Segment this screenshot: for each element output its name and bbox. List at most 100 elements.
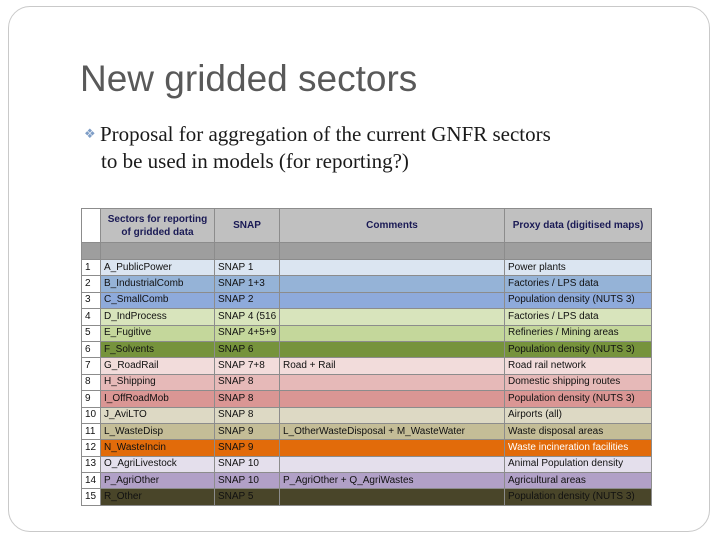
proxy-cell: Power plants xyxy=(504,258,652,277)
row-number: 4 xyxy=(81,308,101,326)
comment-cell xyxy=(279,390,505,408)
proxy-cell: Factories / LPS data xyxy=(504,275,652,293)
table-header-row: Sectors for reporting of gridded data SN… xyxy=(81,208,652,243)
row-number: 13 xyxy=(81,455,101,474)
sector-cell: R_Other xyxy=(100,488,215,506)
table-body: 1 A_PublicPower SNAP 1 Power plants 2 B_Indus… xyxy=(81,258,652,506)
snap-cell: SNAP 1 xyxy=(214,258,280,277)
snap-cell: SNAP 6 xyxy=(214,340,280,359)
sector-cell: N_WasteIncin xyxy=(100,439,215,457)
table-row: 14 P_AgriOther SNAP 10 P_AgriOther + Q_Agri… xyxy=(81,472,652,490)
snap-cell: SNAP 9 xyxy=(214,439,280,457)
snap-cell: SNAP 8 xyxy=(214,390,280,408)
header-sectors: Sectors for reporting of gridded data xyxy=(100,208,215,243)
table-row: 3 C_SmallComb SNAP 2 Population density (NU… xyxy=(81,291,652,310)
proxy-cell: Road rail network xyxy=(504,357,652,375)
proxy-cell: Factories / LPS data xyxy=(504,308,652,326)
bullet-line-1-text: Proposal for aggregation of the current … xyxy=(100,122,551,146)
bullet-line-1: ❖ Proposal for aggregation of the current… xyxy=(84,120,684,148)
proxy-cell: Agricultural areas xyxy=(504,472,652,490)
proxy-cell: Population density (NUTS 3) xyxy=(504,390,652,408)
sector-cell: B_IndustrialComb xyxy=(100,275,215,293)
sector-cell: A_PublicPower xyxy=(100,258,215,277)
table-row: 2 B_IndustrialComb SNAP 1+3 Factories / LPS… xyxy=(81,275,652,293)
row-number: 1 xyxy=(81,258,101,277)
table-row: 9 I_OffRoadMob SNAP 8 Population density (N… xyxy=(81,390,652,408)
header-proxy: Proxy data (digitised maps) xyxy=(504,208,652,243)
row-number: 12 xyxy=(81,439,101,457)
bullet-icon: ❖ xyxy=(84,126,96,141)
snap-cell: SNAP 10 xyxy=(214,472,280,490)
comment-cell xyxy=(279,291,505,310)
table-row: 13 O_AgriLivestock SNAP 10 Animal Populatio… xyxy=(81,455,652,474)
row-number: 7 xyxy=(81,357,101,375)
sector-cell: F_Solvents xyxy=(100,340,215,359)
spacer-cell xyxy=(279,242,505,260)
table-row: 11 L_WasteDisp SNAP 9 L_OtherWasteDisposal … xyxy=(81,422,652,441)
comment-cell xyxy=(279,488,505,506)
comment-cell xyxy=(279,406,505,424)
slide-frame xyxy=(8,6,710,532)
row-number: 10 xyxy=(81,406,101,424)
spacer-cell xyxy=(214,242,280,260)
row-number: 11 xyxy=(81,422,101,441)
row-number: 2 xyxy=(81,275,101,293)
header-comments: Comments xyxy=(279,208,505,243)
bullet-text: ❖ Proposal for aggregation of the current… xyxy=(84,120,684,175)
table-row: 1 A_PublicPower SNAP 1 Power plants xyxy=(81,258,652,277)
snap-cell: SNAP 1+3 xyxy=(214,275,280,293)
proxy-cell: Animal Population density xyxy=(504,455,652,474)
sector-cell: E_Fugitive xyxy=(100,324,215,342)
proxy-cell: Population density (NUTS 3) xyxy=(504,488,652,506)
spacer-cell xyxy=(81,242,101,260)
row-number: 15 xyxy=(81,488,101,506)
table-row: 6 F_Solvents SNAP 6 Population density (NUT… xyxy=(81,340,652,359)
row-number: 9 xyxy=(81,390,101,408)
spacer-cell xyxy=(504,242,652,260)
comment-cell xyxy=(279,439,505,457)
sector-cell: J_AviLTO xyxy=(100,406,215,424)
snap-cell: SNAP 9 xyxy=(214,422,280,441)
comment-cell xyxy=(279,340,505,359)
sector-cell: G_RoadRail xyxy=(100,357,215,375)
header-snap: SNAP xyxy=(214,208,280,243)
comment-cell: P_AgriOther + Q_AgriWastes xyxy=(279,472,505,490)
proxy-cell: Refineries / Mining areas xyxy=(504,324,652,342)
snap-cell: SNAP 10 xyxy=(214,455,280,474)
bullet-line-2: to be used in models (for reporting?) xyxy=(101,149,409,173)
proxy-cell: Population density (NUTS 3) xyxy=(504,340,652,359)
snap-cell: SNAP 4+5+9 xyxy=(214,324,280,342)
table-row: 10 J_AviLTO SNAP 8 Airports (all) xyxy=(81,406,652,424)
table-row: 5 E_Fugitive SNAP 4+5+9 Refineries / Mining… xyxy=(81,324,652,342)
sector-cell: L_WasteDisp xyxy=(100,422,215,441)
comment-cell xyxy=(279,258,505,277)
proxy-cell: Airports (all) xyxy=(504,406,652,424)
table-row: 7 G_RoadRail SNAP 7+8 Road + Rail Road rail … xyxy=(81,357,652,375)
snap-cell: SNAP 2 xyxy=(214,291,280,310)
spacer-cell xyxy=(100,242,215,260)
sector-table: Sectors for reporting of gridded data SN… xyxy=(81,208,652,506)
sector-cell: D_IndProcess xyxy=(100,308,215,326)
proxy-cell: Population density (NUTS 3) xyxy=(504,291,652,310)
proxy-cell: Waste disposal areas xyxy=(504,422,652,441)
table-row: 4 D_IndProcess SNAP 4 (516 Factories / LPS … xyxy=(81,308,652,326)
snap-cell: SNAP 8 xyxy=(214,406,280,424)
snap-cell: SNAP 7+8 xyxy=(214,357,280,375)
row-number: 8 xyxy=(81,373,101,392)
sector-cell: H_Shipping xyxy=(100,373,215,392)
snap-cell: SNAP 5 xyxy=(214,488,280,506)
row-number: 3 xyxy=(81,291,101,310)
proxy-cell: Waste incineration facilities xyxy=(504,439,652,457)
table-row: 8 H_Shipping SNAP 8 Domestic shipping route… xyxy=(81,373,652,392)
comment-cell xyxy=(279,373,505,392)
proxy-cell: Domestic shipping routes xyxy=(504,373,652,392)
row-number: 6 xyxy=(81,340,101,359)
comment-cell xyxy=(279,308,505,326)
row-number: 5 xyxy=(81,324,101,342)
comment-cell: Road + Rail xyxy=(279,357,505,375)
sector-cell: P_AgriOther xyxy=(100,472,215,490)
table-spacer-row xyxy=(81,242,652,260)
sector-cell: I_OffRoadMob xyxy=(100,390,215,408)
table-row: 12 N_WasteIncin SNAP 9 Waste incineration f… xyxy=(81,439,652,457)
table-row: 15 R_Other SNAP 5 Population density (NUTS … xyxy=(81,488,652,506)
